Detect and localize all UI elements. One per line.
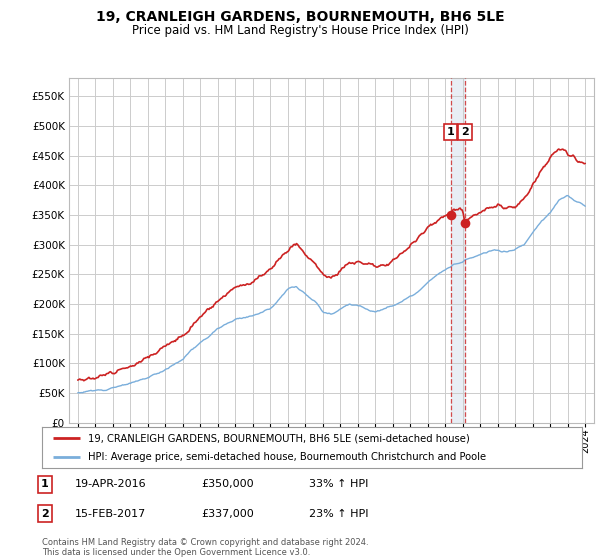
Text: Contains HM Land Registry data © Crown copyright and database right 2024.
This d: Contains HM Land Registry data © Crown c… [42,538,368,557]
Text: 19-APR-2016: 19-APR-2016 [75,479,146,489]
Text: Price paid vs. HM Land Registry's House Price Index (HPI): Price paid vs. HM Land Registry's House … [131,24,469,36]
Text: 2: 2 [41,508,49,519]
Text: 2: 2 [461,127,469,137]
Bar [451,78,465,423]
Text: 1: 1 [41,479,49,489]
Text: 1: 1 [446,127,454,137]
Text: 15-FEB-2017: 15-FEB-2017 [75,508,146,519]
Text: 19, CRANLEIGH GARDENS, BOURNEMOUTH, BH6 5LE (semi-detached house): 19, CRANLEIGH GARDENS, BOURNEMOUTH, BH6 … [88,433,470,443]
Text: 23% ↑ HPI: 23% ↑ HPI [309,508,368,519]
Text: £350,000: £350,000 [201,479,254,489]
Text: £337,000: £337,000 [201,508,254,519]
Text: 19, CRANLEIGH GARDENS, BOURNEMOUTH, BH6 5LE: 19, CRANLEIGH GARDENS, BOURNEMOUTH, BH6 … [95,10,505,24]
Text: 33% ↑ HPI: 33% ↑ HPI [309,479,368,489]
Text: HPI: Average price, semi-detached house, Bournemouth Christchurch and Poole: HPI: Average price, semi-detached house,… [88,452,486,461]
